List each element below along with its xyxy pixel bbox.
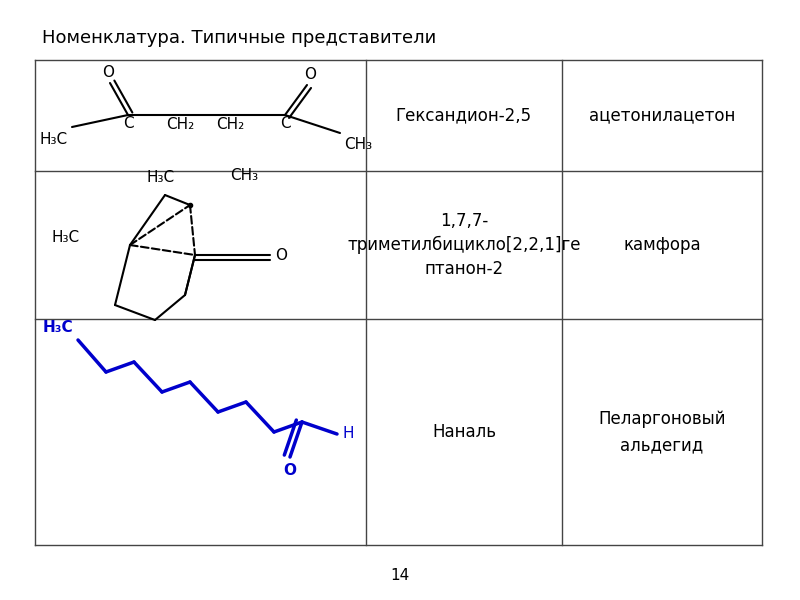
Text: O: O [304, 67, 316, 82]
Text: H₃C: H₃C [42, 320, 73, 335]
Text: O: O [102, 65, 114, 80]
Text: C: C [122, 116, 134, 131]
Text: 1,7,7-
триметилбицикло[2,2,1]ге
птанон-2: 1,7,7- триметилбицикло[2,2,1]ге птанон-2 [347, 212, 581, 278]
Text: C: C [280, 116, 290, 131]
Text: ацетонилацетон: ацетонилацетон [589, 106, 735, 124]
Text: CH₃: CH₃ [344, 137, 372, 152]
Text: H₃C: H₃C [52, 230, 80, 245]
Text: CH₂: CH₂ [166, 117, 194, 132]
Text: Наналь: Наналь [432, 423, 496, 441]
Text: камфора: камфора [623, 236, 701, 254]
Text: H₃C: H₃C [147, 170, 175, 185]
Text: O: O [283, 463, 297, 478]
Text: Гександион-2,5: Гександион-2,5 [396, 106, 532, 124]
Text: CH₂: CH₂ [216, 117, 244, 132]
Text: 14: 14 [390, 568, 410, 583]
Text: CH₃: CH₃ [230, 168, 258, 183]
Text: O: O [275, 248, 287, 263]
Text: H: H [342, 427, 354, 442]
Text: Пеларгоновый
альдегид: Пеларгоновый альдегид [598, 410, 726, 454]
Text: Номенклатура. Типичные представители: Номенклатура. Типичные представители [42, 29, 436, 47]
Text: H₃C: H₃C [40, 132, 68, 147]
